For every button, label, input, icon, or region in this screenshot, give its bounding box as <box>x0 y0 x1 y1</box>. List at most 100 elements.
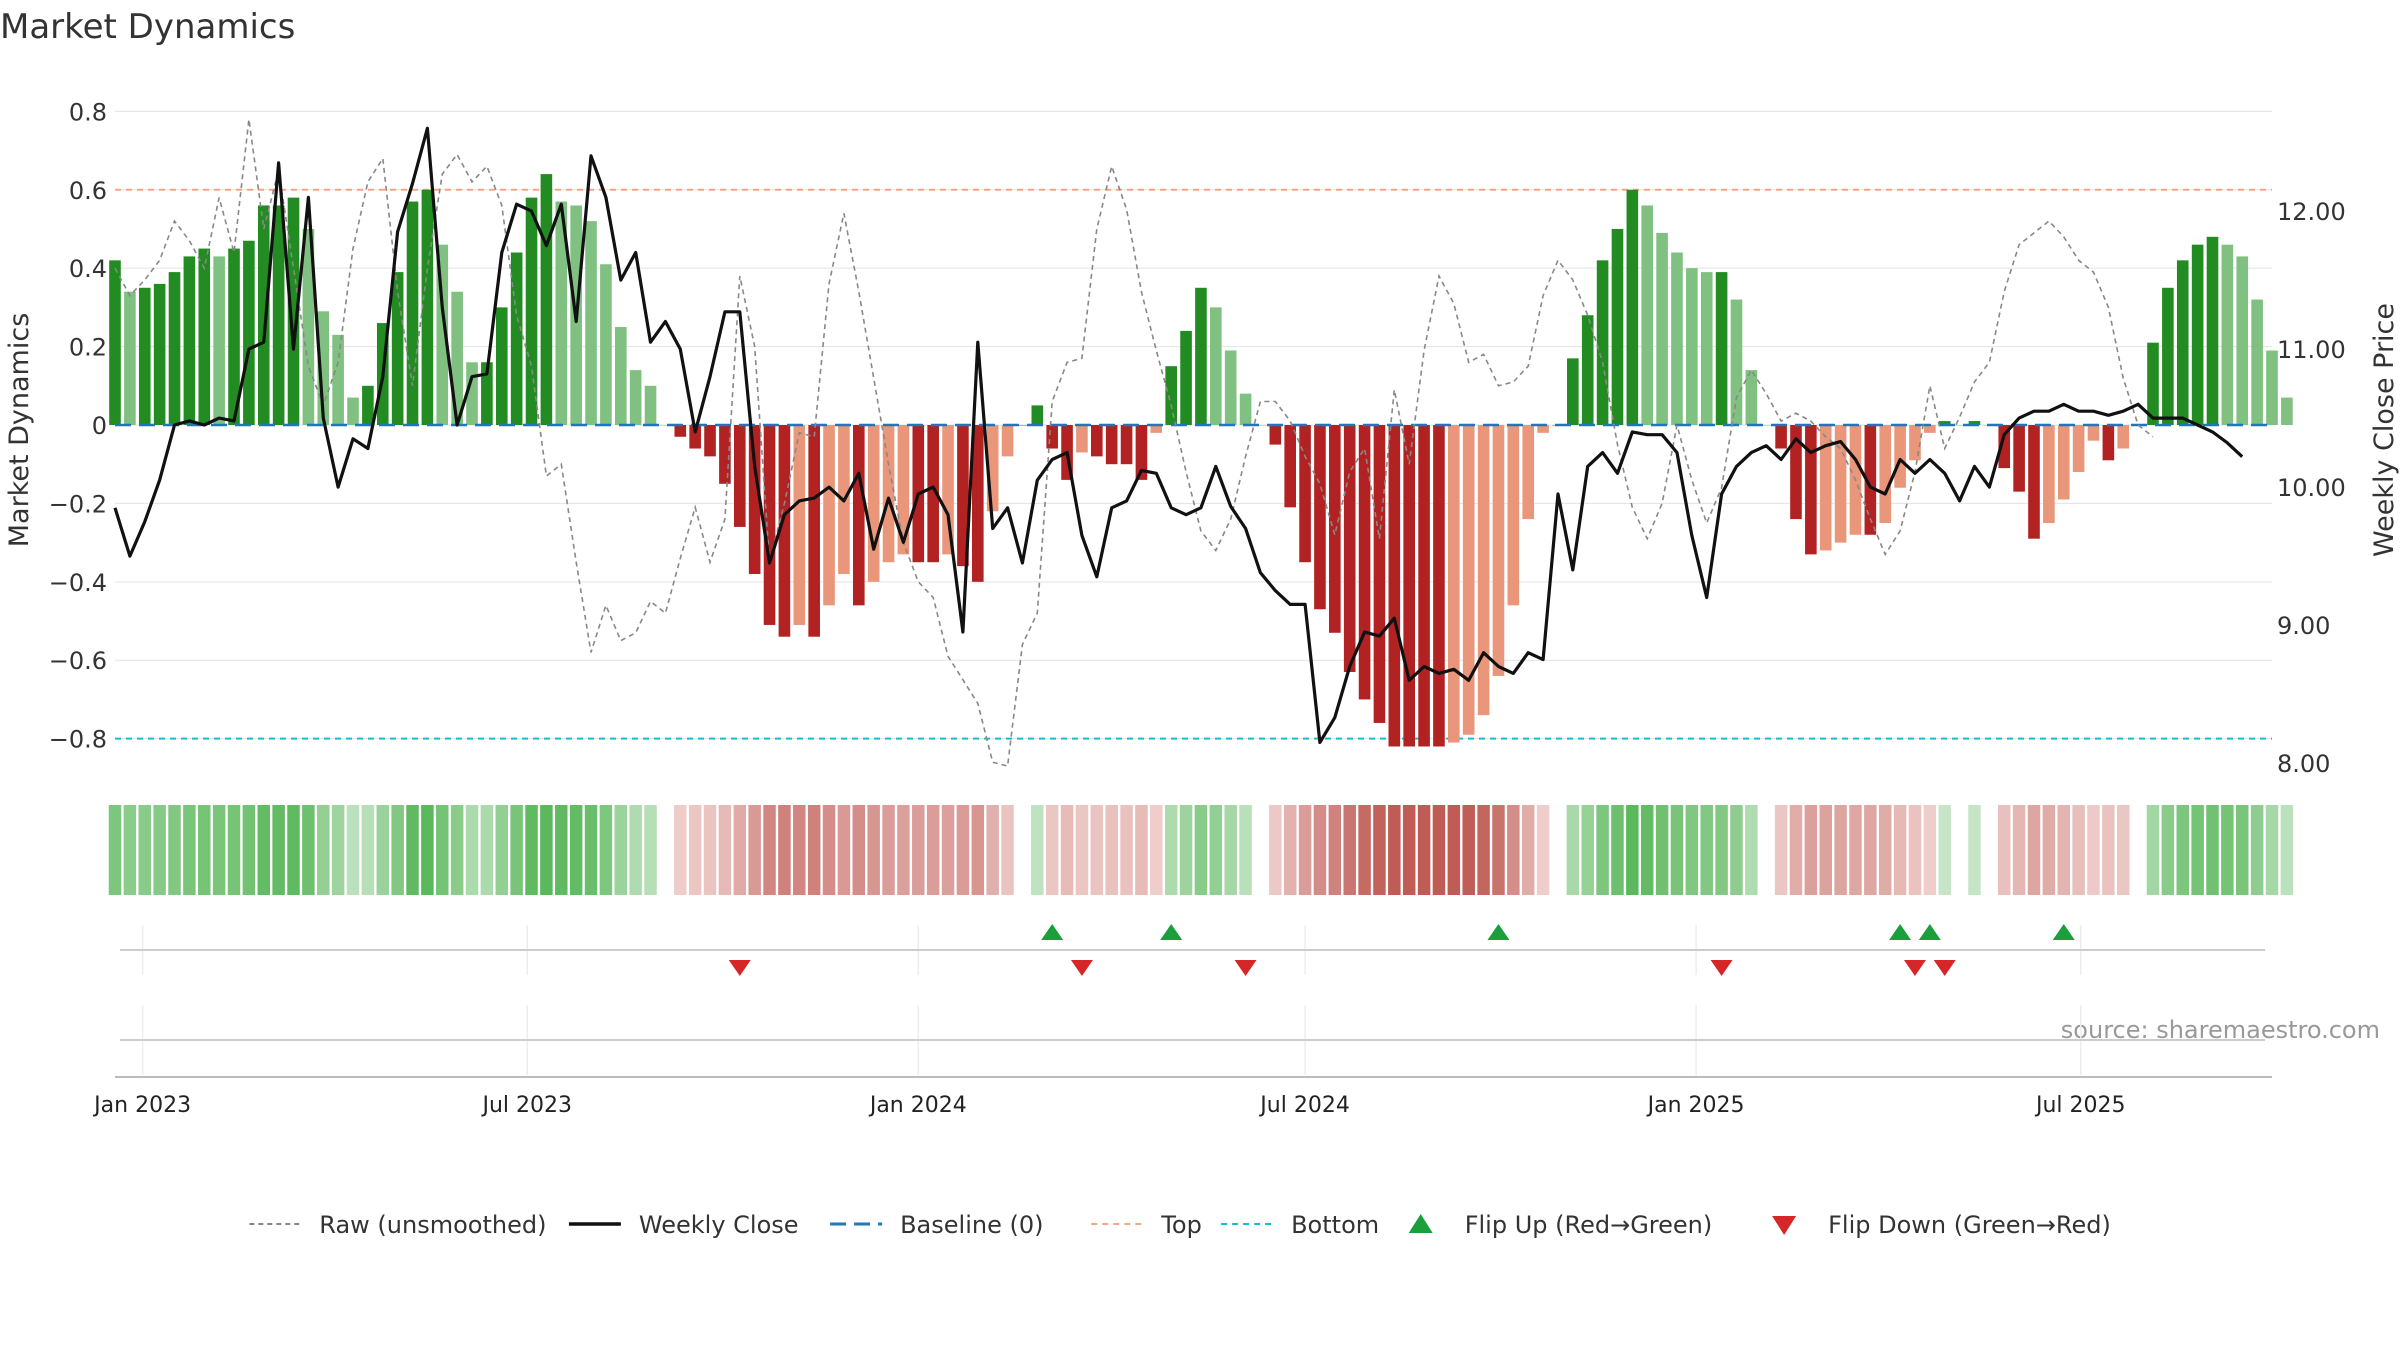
state-strip-cell <box>1283 805 1297 895</box>
market-dynamics-bar <box>1656 232 1668 425</box>
market-dynamics-bar <box>1329 425 1341 633</box>
state-strip-cell <box>1179 805 1193 895</box>
state-strip-cell <box>1730 805 1743 895</box>
state-strip-cell <box>1655 805 1669 895</box>
state-strip-cell <box>1045 805 1059 895</box>
state-strip-cell <box>2250 805 2264 895</box>
state-strip-cell <box>2176 805 2189 895</box>
market-dynamics-bar <box>272 205 285 425</box>
state-strip-cell <box>1388 805 1401 895</box>
market-dynamics-bar <box>1879 425 1892 524</box>
flip-up-marker <box>1160 924 1183 940</box>
y-tick-label-left: 0 <box>92 412 107 440</box>
market-dynamics-bar <box>1998 425 2011 469</box>
market-dynamics-bar <box>1105 425 1118 465</box>
market-dynamics-bar <box>1180 330 1192 425</box>
market-dynamics-bar <box>2266 350 2278 425</box>
market-dynamics-bar <box>2043 425 2055 524</box>
state-strip-cell <box>2265 805 2279 895</box>
state-strip-cell <box>1194 805 1208 895</box>
state-strip-cell <box>540 805 553 895</box>
legend-label: Top <box>1160 1211 1202 1239</box>
state-strip-cell <box>2280 805 2294 895</box>
market-dynamics-bar <box>1343 425 1356 672</box>
x-tick-label: Jan 2025 <box>1646 1093 1745 1118</box>
weekly-close-line <box>113 126 2244 744</box>
market-dynamics-bar <box>1388 425 1401 747</box>
state-strip-cell <box>2102 805 2115 895</box>
market-dynamics-bar <box>1314 425 1326 610</box>
market-dynamics-bar <box>763 425 776 625</box>
state-strip-cell <box>421 805 434 895</box>
y-tick-label-left: −0.4 <box>49 569 107 597</box>
state-strip-cell <box>2087 805 2100 895</box>
state-strip-cell <box>897 805 910 895</box>
state-strip-cell <box>1908 805 1922 895</box>
y-tick-label-right: 8.00 <box>2277 750 2330 778</box>
state-strip-cell <box>599 805 613 895</box>
state-strip-cell <box>822 805 836 895</box>
state-strip-cell <box>1685 805 1699 895</box>
state-strip-cell <box>198 805 211 895</box>
market-dynamics-bar <box>466 362 478 425</box>
market-dynamics-bar <box>1864 425 1877 535</box>
state-strip-cell <box>361 805 375 895</box>
state-strip-cell <box>1462 805 1475 895</box>
state-strip-cell <box>257 805 271 895</box>
market-dynamics-bar <box>1596 260 1609 425</box>
state-strip-cell <box>108 805 122 895</box>
market-dynamics-bar <box>600 264 612 425</box>
market-dynamics-bar <box>495 307 508 425</box>
state-strip-cell <box>317 805 330 895</box>
y-tick-label-left: −0.6 <box>49 647 107 675</box>
flip-down-marker <box>1234 960 1257 976</box>
state-strip-cell <box>2236 805 2249 895</box>
y-tick-label-right: 10.00 <box>2277 474 2346 502</box>
market-dynamics-bar <box>2206 236 2219 425</box>
legend-label: Baseline (0) <box>900 1211 1043 1239</box>
market-dynamics-bar <box>1611 228 1624 425</box>
market-dynamics-bar <box>317 311 330 425</box>
market-dynamics-bar <box>1284 425 1296 508</box>
market-dynamics-bar <box>1537 425 1549 433</box>
legend-swatch-flip-up <box>1408 1214 1433 1233</box>
state-strip-cell <box>331 805 345 895</box>
legend: Raw (unsmoothed) Weekly Close Baseline (0)… <box>249 1211 2111 1239</box>
state-strip-cell <box>1968 805 1981 895</box>
market-dynamics-bar <box>1403 425 1416 747</box>
state-strip-cell <box>376 805 390 895</box>
market-dynamics-bar <box>1700 272 1713 425</box>
y-tick-label-left: −0.8 <box>49 726 107 754</box>
state-strip <box>108 805 2294 895</box>
state-strip-cell <box>2072 805 2085 895</box>
market-dynamics-bar <box>1358 425 1371 700</box>
state-strip-cell <box>1878 805 1892 895</box>
market-dynamics-bar <box>1135 425 1148 480</box>
flip-up-marker <box>1041 924 1064 940</box>
market-dynamics-bar <box>882 425 895 563</box>
state-strip-cell <box>1849 805 1862 895</box>
market-dynamics-bar <box>2281 397 2293 425</box>
market-dynamics-bar <box>585 221 597 425</box>
market-dynamics-bar <box>406 201 419 425</box>
state-strip-cell <box>510 805 523 895</box>
state-strip-cell <box>718 805 732 895</box>
state-strip-cell <box>1031 805 1044 895</box>
market-dynamics-bar <box>719 425 731 484</box>
market-dynamics-bar <box>1507 425 1520 606</box>
market-dynamics-bar <box>1254 425 1267 426</box>
market-dynamics-bar <box>391 272 404 425</box>
state-strip-cell <box>748 805 761 895</box>
state-strip-cell <box>674 805 687 895</box>
state-strip-cell <box>614 805 628 895</box>
market-dynamics-bar <box>124 291 136 425</box>
flip-up-marker <box>1918 924 1941 940</box>
state-strip-cell <box>1313 805 1327 895</box>
state-strip-cell <box>1090 805 1104 895</box>
state-strip-cell <box>1715 805 1728 895</box>
y-tick-label-left: 0.2 <box>69 334 107 362</box>
market-dynamics-bar <box>1626 189 1639 425</box>
market-dynamics-bar <box>2191 244 2204 425</box>
legend-label: Flip Down (Green→Red) <box>1828 1211 2111 1239</box>
